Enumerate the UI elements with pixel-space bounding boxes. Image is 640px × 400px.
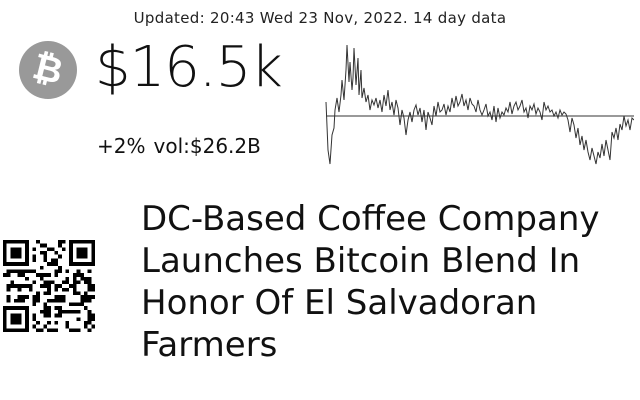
bitcoin-glyph: ₿ (28, 46, 68, 93)
price-change: +2% (97, 134, 146, 158)
qr-code-graphic (3, 240, 95, 332)
price-value: $16.5k (95, 35, 283, 100)
qr-code-icon[interactable] (3, 240, 95, 332)
price-sparkline (325, 44, 634, 165)
sparkline-trace (325, 44, 634, 165)
news-headline[interactable]: DC-Based Coffee Company Launches Bitcoin… (141, 199, 600, 365)
bitcoin-icon: ₿ (19, 41, 77, 99)
price-change-row: +2% vol:$26.2B (97, 134, 261, 158)
volume-value: vol:$26.2B (153, 134, 261, 158)
updated-timestamp: Updated: 20:43 Wed 23 Nov, 2022. 14 day … (133, 9, 507, 27)
